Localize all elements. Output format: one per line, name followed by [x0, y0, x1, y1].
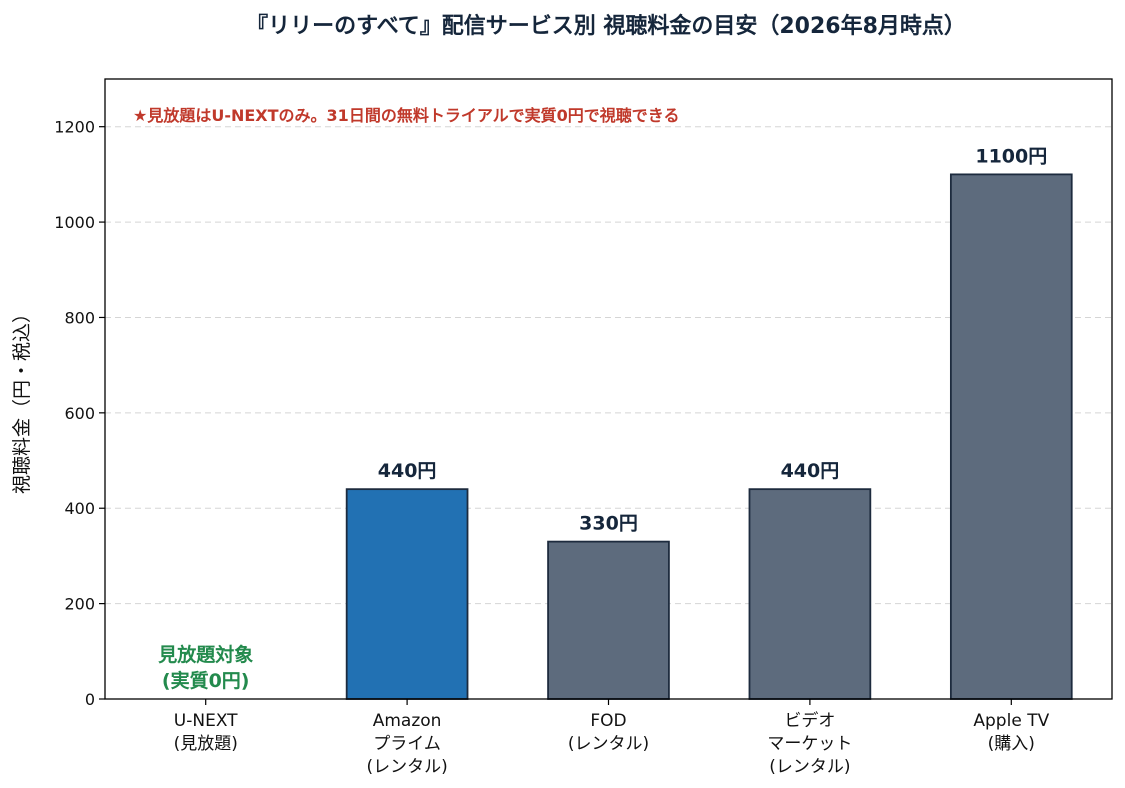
chart-note: ★見放題はU-NEXTのみ。31日間の無料トライアルで実質0円で視聴できる — [133, 106, 679, 125]
x-tick-label: Amazon — [373, 711, 442, 731]
x-tick-label: Apple TV — [973, 711, 1049, 731]
x-axis-ticks: U-NEXT (見放題) Amazon プライム (レンタル) FOD (レンタル) ビデオマ… — [174, 699, 1050, 777]
x-tick-label: (レンタル) — [568, 734, 649, 754]
bar — [345, 488, 469, 700]
bar — [949, 173, 1073, 700]
y-tick-label: 600 — [64, 404, 95, 423]
y-tick-label: 800 — [64, 308, 95, 327]
data-label: 1100円 — [975, 145, 1047, 167]
data-label: 330円 — [579, 513, 638, 535]
y-tick-label: 400 — [64, 499, 95, 518]
x-tick-label: (レンタル) — [769, 757, 850, 777]
x-tick-label: (見放題) — [174, 734, 238, 754]
y-axis-title: 視聴料金（円・税込） — [11, 304, 33, 494]
x-tick-label: (購入) — [988, 734, 1035, 754]
x-tick-label: プライム — [373, 734, 441, 754]
data-label: 440円 — [378, 460, 437, 482]
x-tick-label: FOD — [590, 711, 626, 731]
bar — [748, 488, 872, 700]
y-axis-ticks: 0 200 400 600 800 1000 1200 — [54, 118, 105, 709]
y-tick-label: 1200 — [54, 118, 95, 137]
x-tick-label: マーケット — [767, 734, 852, 754]
x-tick-label: ビデオ — [784, 710, 835, 731]
value-labels: 見放題対象 (実質0円) 440円 330円 440円 1100円 — [158, 145, 1047, 692]
bars — [345, 173, 1073, 700]
x-tick-label: (レンタル) — [366, 757, 447, 777]
chart-title: 『リリーのすべて』配信サービス別 視聴料金の目安（2026年8月時点） — [246, 13, 966, 39]
x-tick-label: U-NEXT — [174, 711, 238, 731]
y-tick-label: 0 — [85, 690, 95, 709]
bar — [547, 540, 670, 700]
data-label: 見放題対象 — [158, 643, 253, 666]
y-tick-label: 1000 — [54, 213, 95, 232]
data-label: 440円 — [781, 460, 840, 482]
y-tick-label: 200 — [64, 595, 95, 614]
data-label: (実質0円) — [162, 669, 250, 692]
